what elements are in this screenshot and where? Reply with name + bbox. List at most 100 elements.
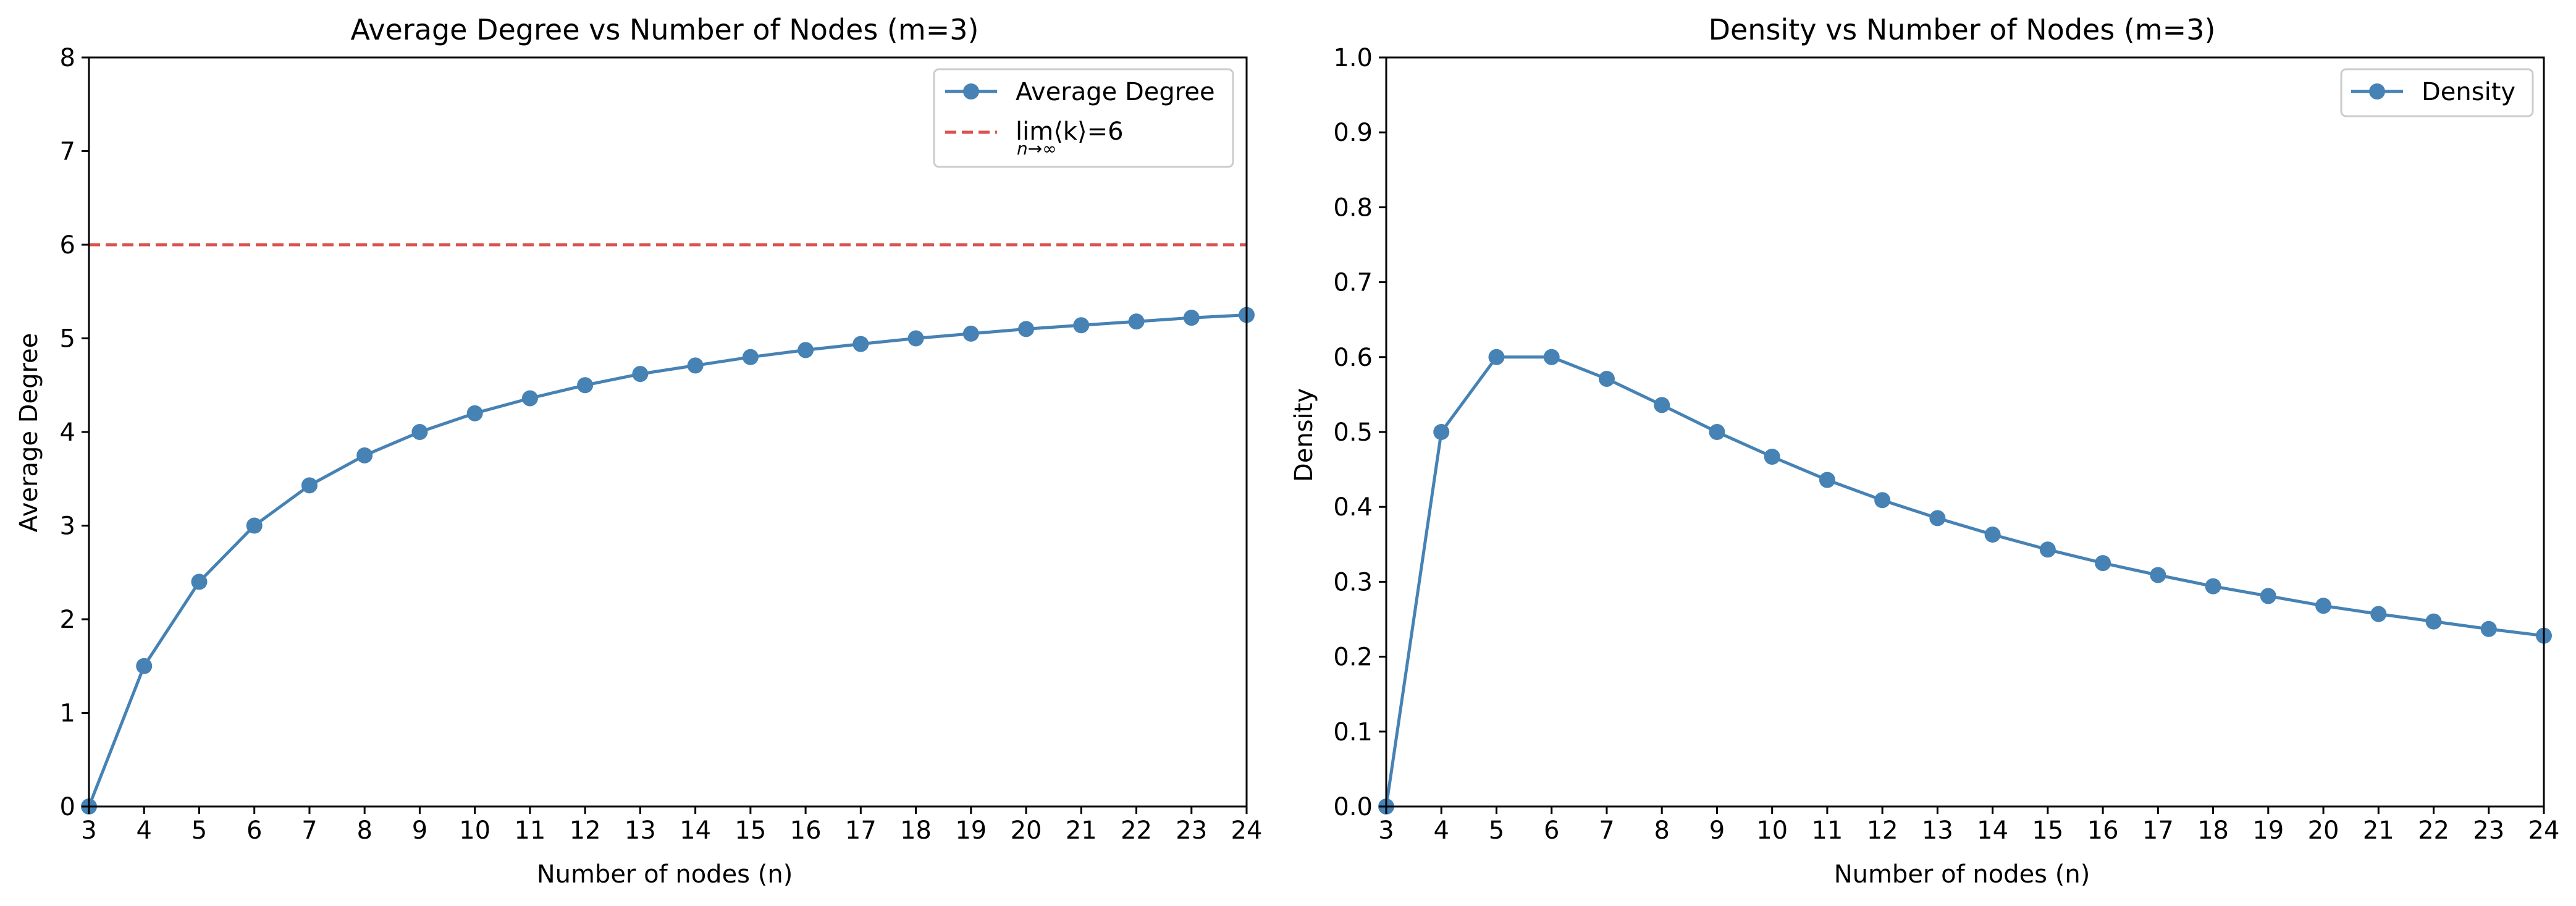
x-tick-label: 15 <box>2032 816 2063 845</box>
legend-label-limit: lim⟨k⟩=6 <box>1016 117 1124 146</box>
y-tick-label: 5 <box>60 325 75 354</box>
data-point <box>907 330 924 347</box>
legend-box <box>2340 68 2534 117</box>
x-tick-label: 23 <box>2473 816 2504 845</box>
data-point <box>962 325 979 342</box>
y-tick-label: 4 <box>60 418 75 447</box>
density-chart: Density vs Number of Nodes (m=3) Number … <box>1290 13 2559 889</box>
x-tick-label: 9 <box>1709 816 1725 845</box>
x-tick-label: 17 <box>845 816 877 845</box>
x-tick-label: 11 <box>1811 816 1843 845</box>
data-point <box>136 658 153 674</box>
chart-title: Average Degree vs Number of Nodes (m=3) <box>351 13 979 46</box>
data-point <box>411 424 428 440</box>
data-point <box>2425 613 2442 630</box>
data-point <box>2370 606 2387 622</box>
x-tick-label: 6 <box>1544 816 1559 845</box>
data-point <box>2150 567 2166 583</box>
data-point <box>2039 541 2056 558</box>
data-point <box>1433 424 1450 440</box>
data-point <box>1598 370 1615 387</box>
x-tick-label: 3 <box>1378 816 1394 845</box>
data-point <box>1709 424 1725 440</box>
y-tick-label: 0.3 <box>1333 568 1373 596</box>
y-tick-label: 0.1 <box>1333 718 1373 747</box>
x-tick-label: 7 <box>1599 816 1614 845</box>
x-tick-label: 20 <box>1011 816 1042 845</box>
data-point <box>2260 588 2276 604</box>
x-tick-label: 5 <box>1489 816 1504 845</box>
x-tick-label: 14 <box>680 816 711 845</box>
x-tick-label: 18 <box>2197 816 2229 845</box>
x-tick-label: 19 <box>955 816 987 845</box>
y-tick-label: 0.5 <box>1333 418 1373 447</box>
data-point <box>687 357 704 374</box>
x-tick-label: 16 <box>790 816 822 845</box>
y-tick-label: 8 <box>60 44 75 72</box>
plot-area: 3 4 5 6 7 8 9 10 11 12 13 14 15 16 17 18 19 20 21 22 23 24 0.0… <box>1333 44 2559 845</box>
data-point <box>301 477 318 494</box>
y-tick-label: 0.6 <box>1333 344 1373 372</box>
x-tick-label: 5 <box>192 816 207 845</box>
data-point <box>852 336 869 352</box>
x-axis-label: Number of nodes (n) <box>1834 860 2090 889</box>
y-tick-label: 0 <box>60 793 75 821</box>
x-axis-label: Number of nodes (n) <box>537 860 793 889</box>
average-degree-chart: Average Degree vs Number of Nodes (m=3) … <box>15 13 1262 889</box>
data-point <box>191 574 208 590</box>
data-point <box>577 377 594 394</box>
x-tick-label: 13 <box>1922 816 1953 845</box>
data-point <box>356 447 373 464</box>
series-line-0 <box>87 313 1247 807</box>
data-point <box>521 390 538 407</box>
data-point <box>1819 472 1835 488</box>
x-tick-label: 21 <box>1066 816 1097 845</box>
x-tick-label: 19 <box>2252 816 2284 845</box>
x-tick-label: 20 <box>2308 816 2339 845</box>
y-tick-label: 7 <box>60 138 75 166</box>
y-axis-label: Average Degree <box>15 333 43 533</box>
x-tick-label: 15 <box>734 816 766 845</box>
legend: Density <box>2340 68 2534 117</box>
legend-box <box>933 68 1234 168</box>
data-point <box>798 342 814 358</box>
x-tick-label: 22 <box>2418 816 2449 845</box>
plot-area: 3 4 5 6 7 8 9 10 11 12 13 14 15 16 17 18 19 20 21 22 23 24012… <box>60 44 1263 845</box>
x-tick-label: 10 <box>1756 816 1788 845</box>
x-tick-label: 24 <box>2528 816 2560 845</box>
y-tick-label: 0.0 <box>1333 793 1373 821</box>
x-tick-label: 17 <box>2142 816 2174 845</box>
data-point <box>246 517 263 534</box>
data-point <box>1073 317 1090 334</box>
series-line-0 <box>1384 355 2544 807</box>
x-tick-label: 8 <box>356 816 372 845</box>
data-point <box>1543 349 1560 365</box>
x-tick-label: 16 <box>2087 816 2119 845</box>
x-tick-label: 10 <box>459 816 490 845</box>
data-point <box>2095 555 2111 572</box>
data-point <box>1929 510 1946 527</box>
x-tick-label: 11 <box>514 816 545 845</box>
data-point <box>1654 397 1670 413</box>
y-axis-label: Density <box>1290 388 1318 482</box>
legend-label-average-degree: Average Degree <box>1016 78 1215 106</box>
data-point <box>632 366 649 383</box>
data-point <box>1764 448 1780 465</box>
legend-label-limit-subscript: n→∞ <box>1017 138 1057 159</box>
x-tick-label: 6 <box>246 816 262 845</box>
y-tick-label: 1 <box>60 700 75 728</box>
x-tick-label: 18 <box>900 816 932 845</box>
x-tick-label: 4 <box>137 816 152 845</box>
x-tick-label: 23 <box>1176 816 1207 845</box>
legend-marker-average-degree <box>963 83 979 99</box>
data-point <box>2205 578 2221 595</box>
legend-label-density: Density <box>2422 78 2515 106</box>
x-tick-label: 9 <box>412 816 427 845</box>
data-point <box>1183 310 1200 326</box>
y-tick-label: 0.2 <box>1333 643 1373 672</box>
x-tick-label: 12 <box>570 816 601 845</box>
x-tick-label: 3 <box>81 816 96 845</box>
y-tick-label: 0.4 <box>1333 493 1373 522</box>
